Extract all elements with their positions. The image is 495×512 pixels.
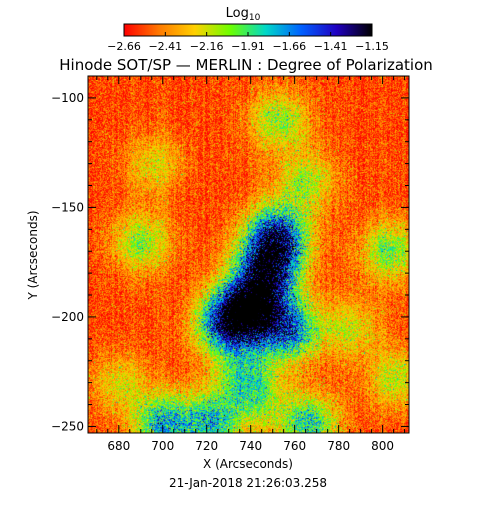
x-tick-label: 800	[371, 439, 394, 453]
y-axis: −100 −150 −200 −250	[51, 75, 409, 433]
colorbar-tick-label: −1.15	[355, 40, 389, 53]
x-tick-label: 680	[107, 439, 130, 453]
x-axis-label: X (Arcseconds)	[203, 457, 293, 471]
colorbar-tick-label: −2.16	[190, 40, 224, 53]
y-tick-label: −250	[51, 419, 84, 433]
chart-title: Hinode SOT/SP — MERLIN : Degree of Polar…	[59, 56, 433, 74]
colorbar-tick-label: −1.66	[272, 40, 306, 53]
y-tick-label: −200	[51, 310, 84, 324]
x-tick-label: 740	[239, 439, 262, 453]
colorbar-ticks: −2.66 −2.41 −2.16 −1.91 −1.66 −1.41 −1.15	[107, 32, 389, 53]
colorbar-tick-label: −1.41	[314, 40, 348, 53]
colorbar-tick-label: −2.66	[107, 40, 141, 53]
colorbar-tick-label: −1.91	[231, 40, 265, 53]
x-tick-label: 780	[327, 439, 350, 453]
y-tick-label: −150	[51, 200, 84, 214]
plot-frame	[87, 75, 410, 434]
x-axis: 680 700 720 740 760 780 800	[96, 76, 406, 453]
x-tick-label: 720	[195, 439, 218, 453]
timestamp: 21-Jan-2018 21:26:03.258	[169, 476, 327, 490]
heatmap-area	[88, 76, 409, 433]
heatmap-canvas	[88, 76, 409, 433]
colorbar-label: Log10	[226, 6, 261, 23]
colorbar-tick-label: −2.41	[148, 40, 182, 53]
colorbar-label-subscript: 10	[249, 13, 261, 23]
y-axis-label: Y (Arcseconds)	[26, 210, 40, 300]
y-tick-label: −100	[51, 91, 84, 105]
x-tick-label: 760	[283, 439, 306, 453]
x-tick-label: 700	[151, 439, 174, 453]
